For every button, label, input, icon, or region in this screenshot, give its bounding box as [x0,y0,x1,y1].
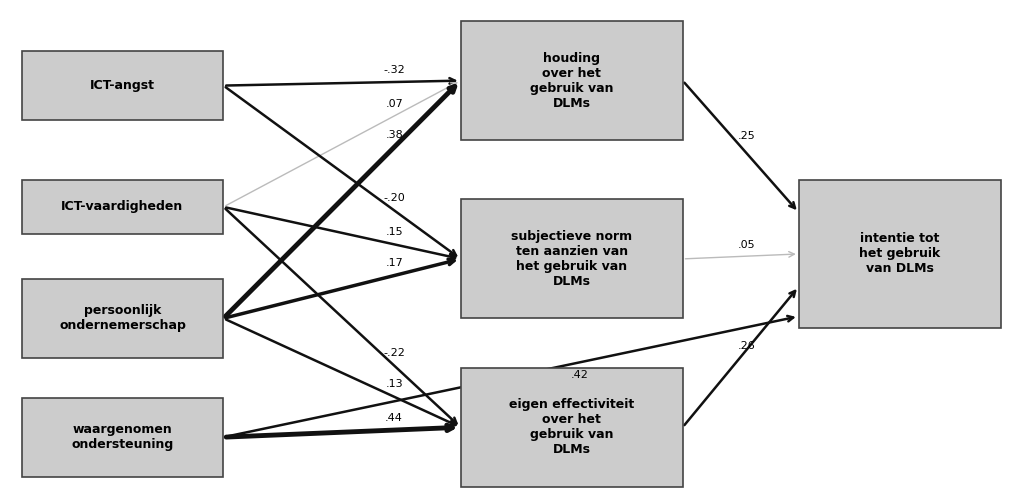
Text: eigen effectiviteit
over het
gebruik van
DLMs: eigen effectiviteit over het gebruik van… [509,398,634,456]
Text: subjectieve norm
ten aanzien van
het gebruik van
DLMs: subjectieve norm ten aanzien van het geb… [511,230,632,288]
FancyBboxPatch shape [21,397,223,477]
Text: .15: .15 [385,227,402,237]
Text: .07: .07 [385,99,402,109]
Text: .05: .05 [737,241,754,250]
Text: -.20: -.20 [383,193,404,203]
Text: waargenomen
ondersteuning: waargenomen ondersteuning [72,423,174,451]
Text: .25: .25 [737,130,754,140]
Text: ICT-angst: ICT-angst [90,79,155,92]
Text: .26: .26 [737,341,754,351]
FancyBboxPatch shape [21,279,223,358]
Text: -.32: -.32 [383,65,404,75]
Text: .38: .38 [385,130,402,140]
Text: .44: .44 [385,413,402,423]
Text: ICT-vaardigheden: ICT-vaardigheden [62,200,183,214]
Text: houding
over het
gebruik van
DLMs: houding over het gebruik van DLMs [530,52,613,110]
Text: -.22: -.22 [383,348,404,358]
FancyBboxPatch shape [798,180,1000,328]
FancyBboxPatch shape [21,51,223,120]
FancyBboxPatch shape [460,21,682,140]
Text: intentie tot
het gebruik
van DLMs: intentie tot het gebruik van DLMs [858,233,939,275]
Text: .13: .13 [385,379,402,389]
Text: persoonlijk
ondernemerschap: persoonlijk ondernemerschap [59,304,186,332]
Text: .42: .42 [570,370,588,379]
FancyBboxPatch shape [460,200,682,318]
FancyBboxPatch shape [460,368,682,487]
Text: .17: .17 [385,258,402,268]
FancyBboxPatch shape [21,180,223,234]
